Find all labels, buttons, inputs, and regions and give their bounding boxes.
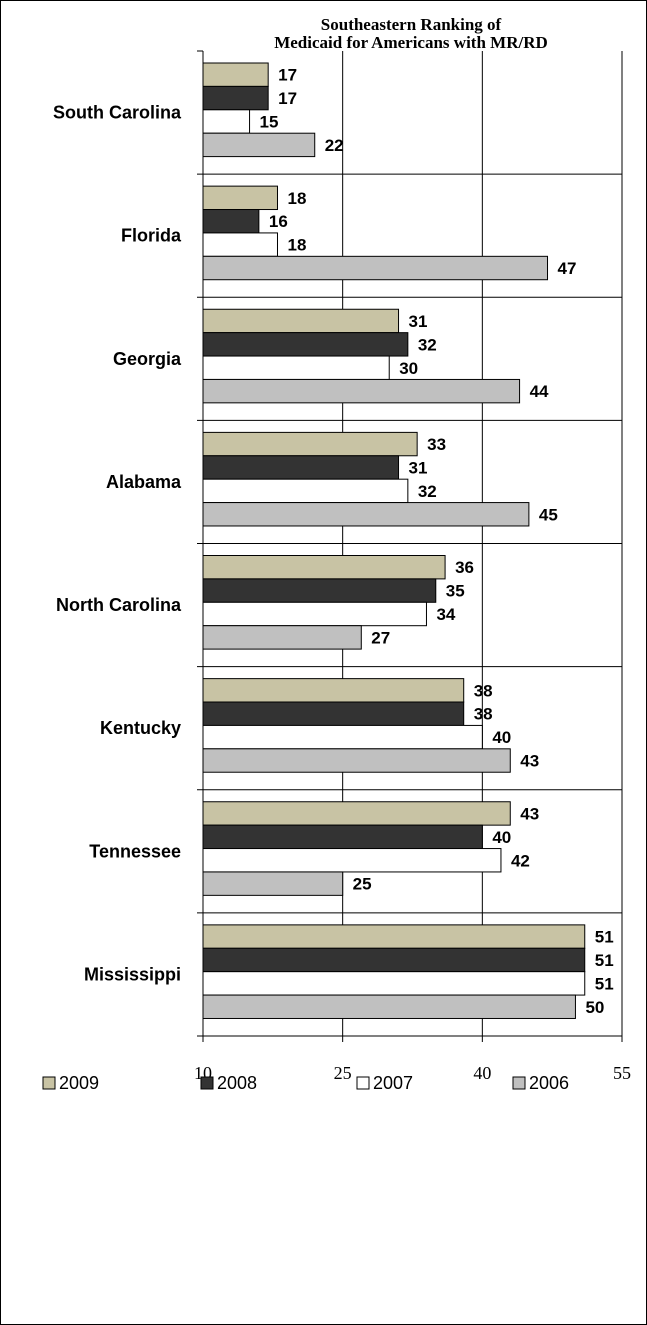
x-tick-label: 40	[473, 1063, 491, 1083]
data-label: 38	[474, 705, 493, 724]
data-label: 35	[446, 582, 465, 601]
category-label: North Carolina	[56, 595, 182, 615]
data-label: 36	[455, 558, 474, 577]
bar	[202, 924, 586, 949]
data-label: 16	[269, 212, 288, 231]
data-label: 25	[353, 875, 372, 894]
data-label: 50	[585, 998, 604, 1017]
data-label: 15	[260, 113, 279, 132]
category-label: Kentucky	[100, 718, 181, 738]
bar	[202, 994, 576, 1019]
bar	[202, 255, 549, 281]
data-label: 45	[539, 505, 558, 524]
data-label: 43	[520, 804, 539, 823]
legend-label: 2007	[373, 1073, 413, 1093]
bar	[202, 947, 586, 973]
bar	[202, 378, 521, 404]
bar	[202, 85, 269, 111]
data-label: 47	[558, 259, 577, 278]
bar	[202, 578, 437, 603]
data-label: 31	[409, 312, 428, 331]
bar	[202, 355, 390, 380]
bar	[202, 724, 483, 750]
bar	[202, 824, 483, 850]
category-labels: South Carolina Florida Georgia Alabama North…	[53, 103, 182, 985]
chart-title-line-2: Medicaid for Americans with MR/RD	[274, 33, 548, 52]
bar	[202, 801, 511, 826]
legend: 2009 2008 2007 2006	[42, 1073, 569, 1093]
bar	[202, 132, 316, 158]
bar	[202, 678, 465, 703]
data-label: 44	[530, 382, 549, 401]
bar	[202, 232, 278, 257]
bar	[202, 502, 530, 527]
data-label: 18	[287, 189, 306, 208]
x-tick-label: 55	[613, 1063, 631, 1083]
bar	[202, 555, 446, 580]
data-label: 51	[595, 974, 614, 993]
x-tick-label: 25	[334, 1063, 352, 1083]
bar	[202, 185, 278, 211]
category-label: Georgia	[113, 349, 182, 369]
bar	[202, 455, 400, 480]
data-label: 22	[325, 136, 344, 155]
data-label: 32	[418, 335, 437, 354]
bar	[202, 109, 251, 134]
bar	[202, 971, 586, 996]
legend-swatch	[200, 1076, 214, 1090]
data-label: 18	[287, 236, 306, 255]
data-label: 27	[371, 628, 390, 647]
bar	[202, 332, 409, 357]
chart-title: Southeastern Ranking of Medicaid for Ame…	[274, 15, 548, 52]
legend-swatch	[512, 1076, 526, 1090]
legend-label: 2006	[529, 1073, 569, 1093]
data-label: 51	[595, 951, 614, 970]
bar	[202, 431, 418, 457]
bar	[202, 62, 269, 87]
bars: 1717152218161847313230443331324536353427…	[202, 62, 614, 1019]
axes: 10 25 40 55	[194, 50, 631, 1083]
chart-title-line-1: Southeastern Ranking of	[321, 15, 502, 34]
data-label: 17	[278, 66, 297, 85]
category-label: Tennessee	[89, 841, 181, 861]
data-label: 31	[409, 458, 428, 477]
data-label: 42	[511, 851, 530, 870]
category-label: Mississippi	[84, 964, 181, 984]
bar	[202, 308, 400, 334]
data-label: 17	[278, 89, 297, 108]
bar	[202, 625, 362, 650]
category-label: Alabama	[106, 472, 182, 492]
bar	[202, 871, 344, 896]
data-label: 43	[520, 752, 539, 771]
category-label: South Carolina	[53, 103, 182, 123]
data-label: 40	[492, 728, 511, 747]
bar	[202, 848, 502, 873]
bar	[202, 748, 511, 773]
legend-label: 2008	[217, 1073, 257, 1093]
bar	[202, 209, 260, 234]
data-label: 38	[474, 681, 493, 700]
bar	[202, 601, 427, 627]
bar	[202, 478, 409, 504]
data-label: 33	[427, 435, 446, 454]
data-label: 51	[595, 928, 614, 947]
legend-swatch	[42, 1076, 56, 1090]
category-label: Florida	[121, 226, 182, 246]
legend-label: 2009	[59, 1073, 99, 1093]
data-label: 30	[399, 359, 418, 378]
bar	[202, 701, 465, 726]
data-label: 40	[492, 828, 511, 847]
legend-swatch	[356, 1076, 370, 1090]
data-label: 34	[436, 605, 455, 624]
data-label: 32	[418, 482, 437, 501]
